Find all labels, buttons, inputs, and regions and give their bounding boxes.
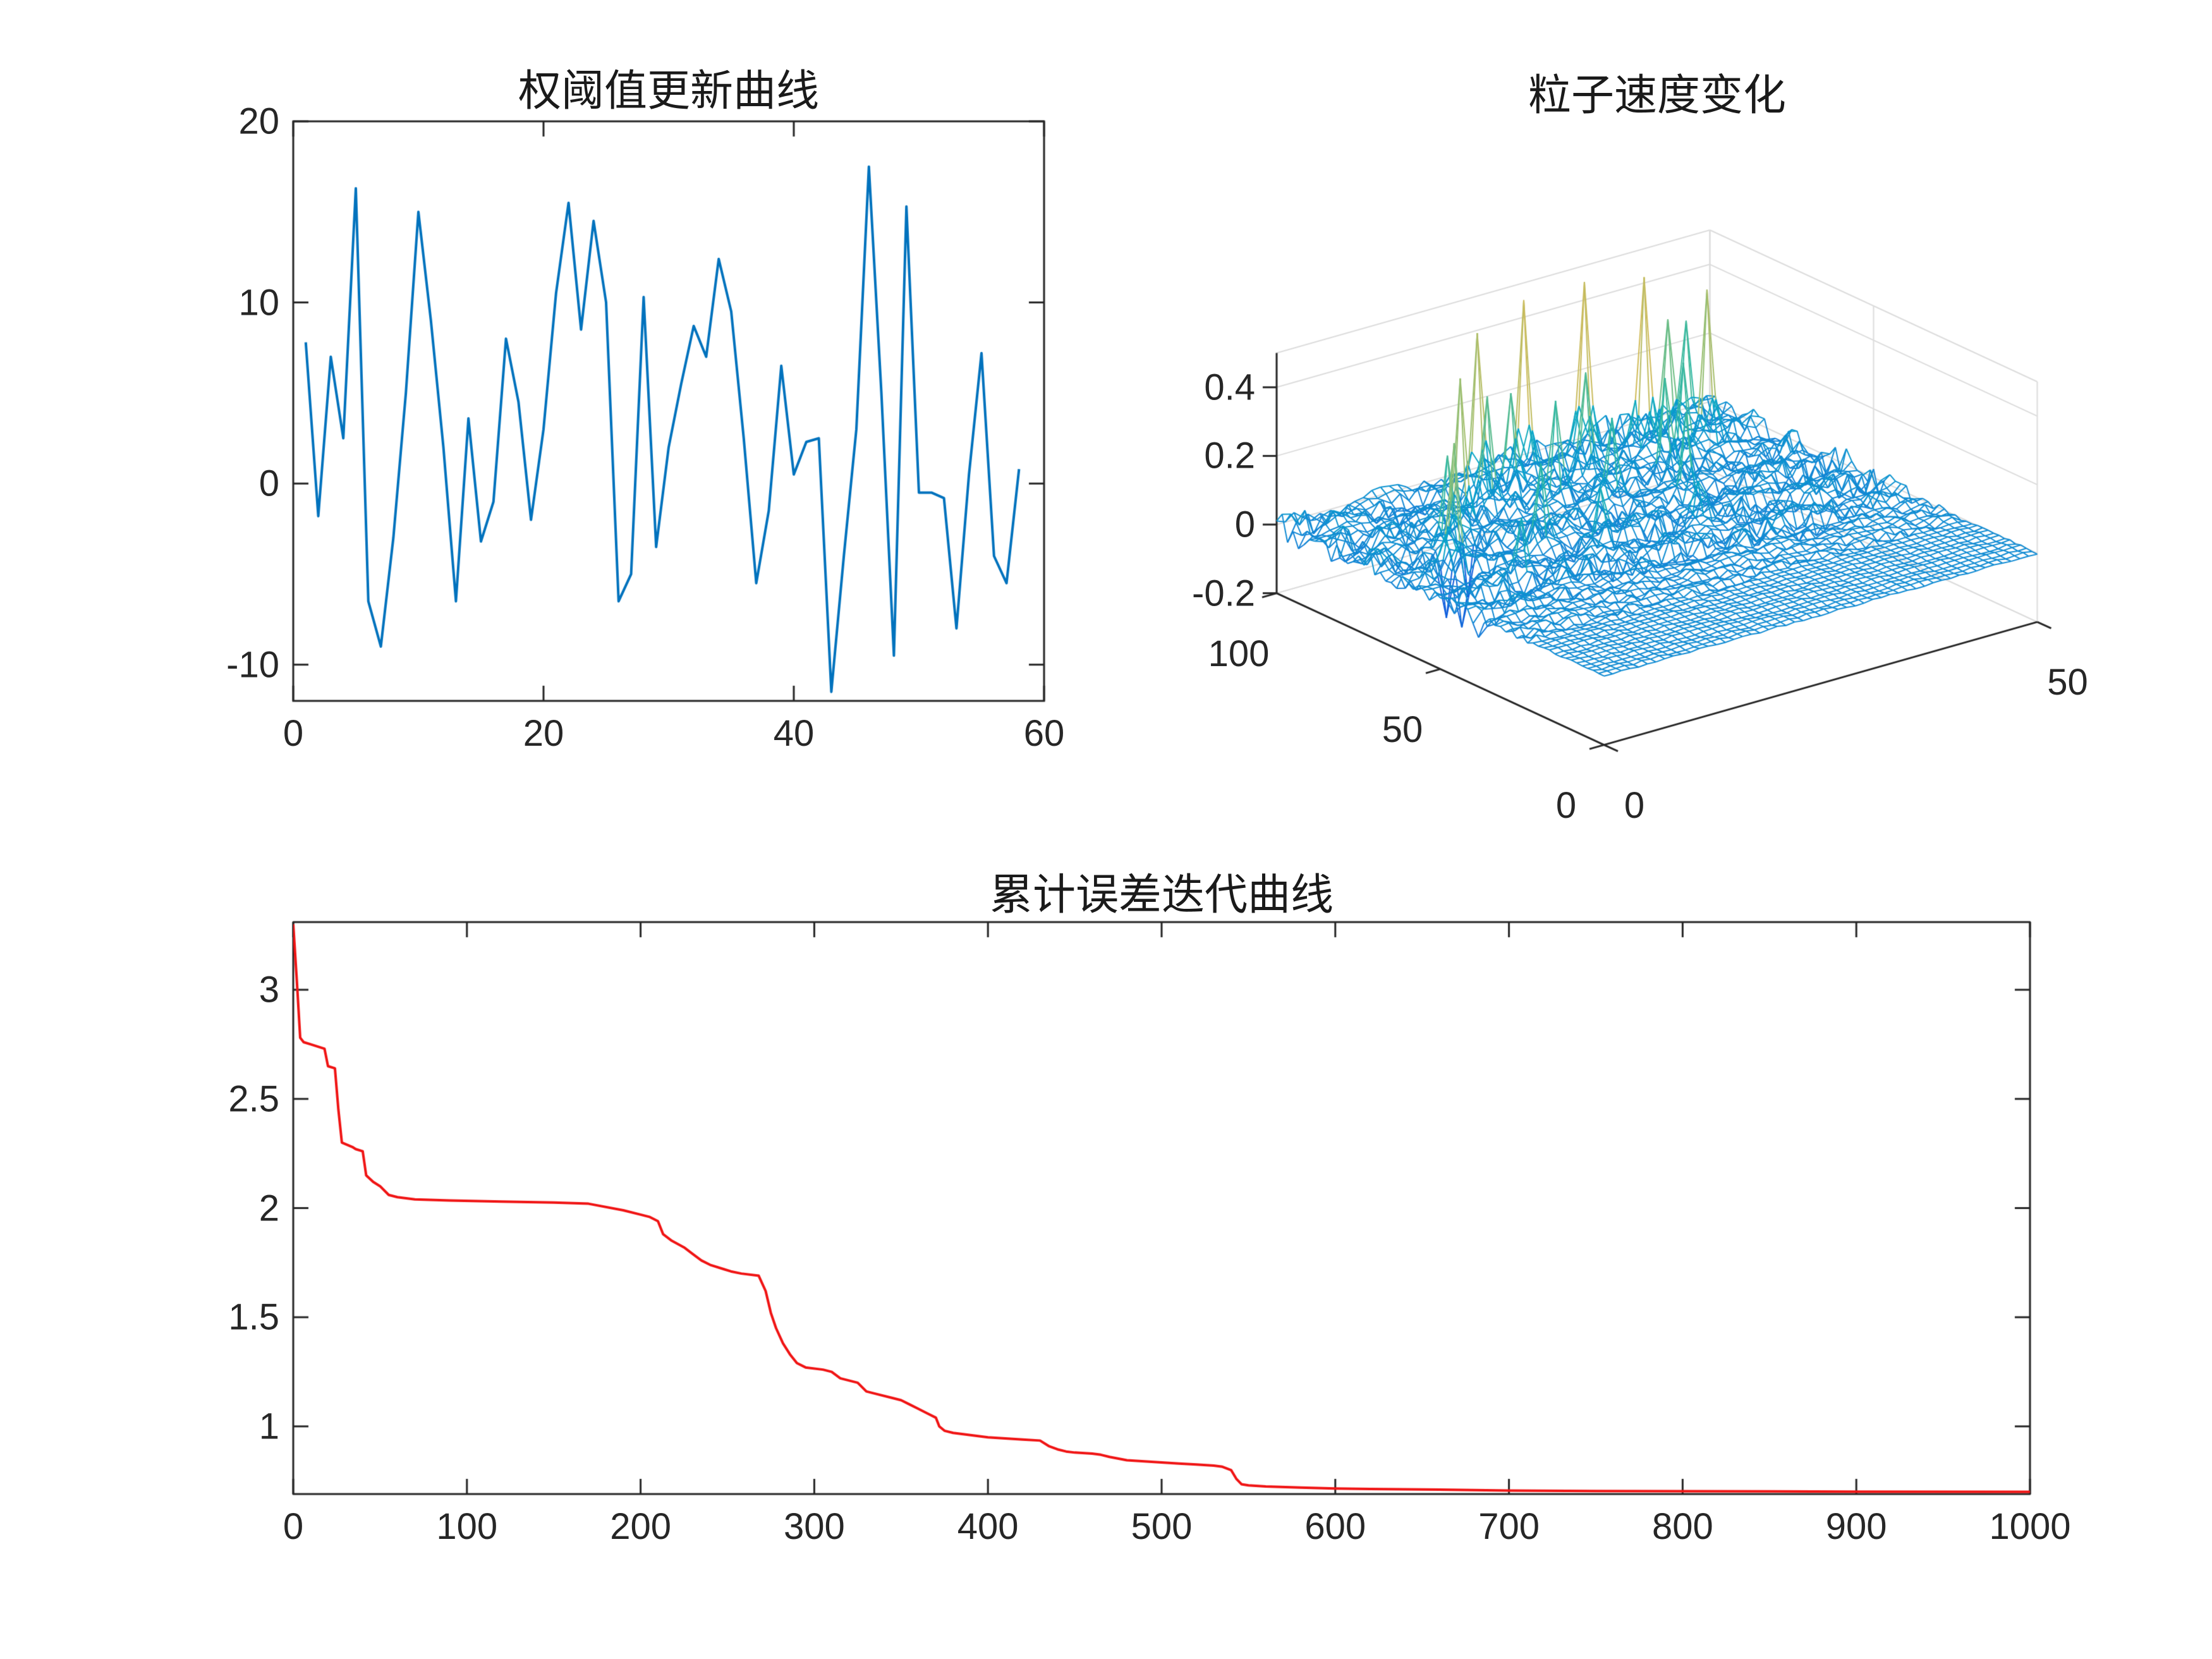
tick-label: 800 [1652,1506,1713,1547]
tick-label: 900 [1825,1506,1887,1547]
tick-label: 0 [283,713,304,754]
tick-label: 0.4 [1204,367,1255,408]
tick-label: 400 [957,1506,1019,1547]
tick-label: 50 [2047,662,2088,703]
tick-label: 50 [1382,708,1423,750]
tick-label: 20 [523,713,564,754]
tick-label: 600 [1304,1506,1366,1547]
tick-label: 2 [258,1188,279,1229]
tick-label: 0 [258,463,279,504]
chart-title-particle-velocity: 粒子速度变化 [1528,71,1787,119]
tick-label: 2.5 [228,1078,279,1120]
chart-title-weight-threshold: 权阈值更新曲线 [518,67,820,115]
tick-label: 0 [283,1506,304,1547]
tick-label: 100 [1208,633,1270,674]
tick-label: -0.2 [1192,573,1255,614]
tick-label: 1 [258,1406,279,1447]
tick-label: 1000 [1989,1506,2071,1547]
tick-label: 20 [238,100,279,142]
tick-label: 40 [773,713,815,754]
tick-label: 0 [1234,504,1255,545]
tick-label: 700 [1478,1506,1540,1547]
tick-label: 0 [1624,784,1645,826]
tick-label: 0 [1555,784,1577,826]
tick-label: 1.5 [228,1296,279,1338]
tick-label: 10 [238,282,279,324]
tick-label: 3 [258,969,279,1011]
tick-label: 60 [1023,713,1065,754]
tick-label: 500 [1131,1506,1193,1547]
tick-label: 100 [436,1506,498,1547]
tick-label: 200 [610,1506,671,1547]
tick-label: 300 [784,1506,845,1547]
chart-title-cumulative-error: 累计误差迭代曲线 [989,871,1334,919]
tick-label: -10 [226,644,279,686]
tick-label: 0.2 [1204,435,1255,477]
